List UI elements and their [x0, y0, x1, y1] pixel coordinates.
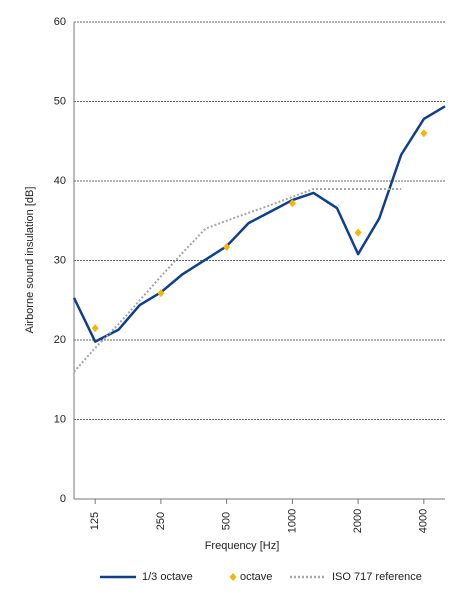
legend-label: ISO 717 reference [332, 571, 422, 583]
legend-label: octave [240, 571, 272, 583]
x-tick-label: 125 [89, 512, 101, 530]
data-point [223, 242, 231, 251]
y-tick-label: 50 [54, 95, 66, 107]
data-point [288, 199, 296, 208]
y-tick-label: 40 [54, 175, 66, 187]
y-tick-label: 10 [54, 413, 66, 425]
data-point [420, 129, 428, 138]
y-tick-label: 20 [54, 334, 66, 346]
legend-marker [229, 573, 237, 581]
data-point [157, 289, 165, 298]
series-line [73, 187, 402, 373]
y-tick-label: 60 [54, 16, 66, 28]
x-axis-label: Frequency [Hz] [205, 540, 280, 552]
y-axis-label: Airborne sound insulation [dB] [24, 187, 36, 334]
y-tick-label: 0 [60, 493, 66, 505]
data-point [354, 228, 362, 237]
x-tick-label: 250 [155, 512, 167, 530]
x-tick-label: 2000 [352, 509, 364, 533]
data-point [91, 324, 99, 333]
x-tick-label: 4000 [418, 509, 430, 533]
y-tick-label: 30 [54, 254, 66, 266]
x-tick-label: 500 [221, 512, 233, 530]
series-line [72, 105, 446, 343]
x-tick-label: 1000 [286, 509, 298, 533]
legend-label: 1/3 octave [142, 571, 193, 583]
